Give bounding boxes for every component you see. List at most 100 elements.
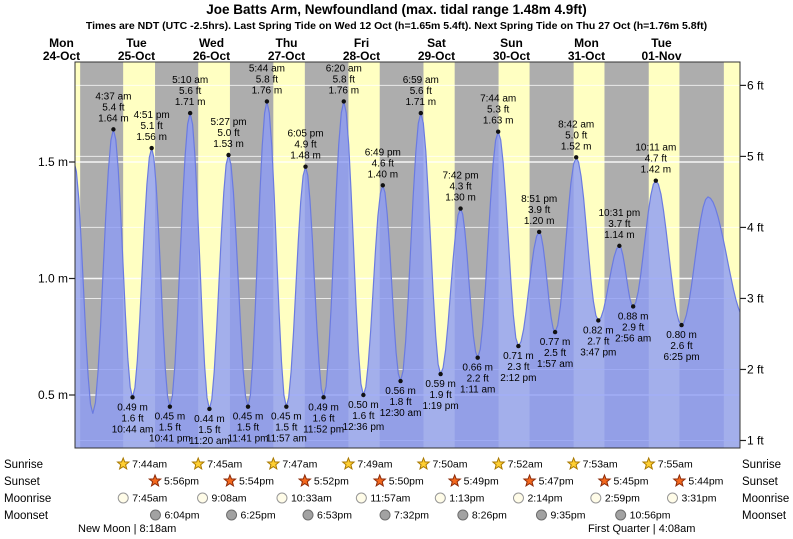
high-tide-height-m: 1.48 m — [290, 151, 321, 162]
sunrise-time: 7:50am — [432, 459, 467, 471]
page-title: Joe Batts Arm, Newfoundland (max. tidal … — [206, 2, 587, 17]
y-axis-label-left: 1.5 m — [38, 155, 68, 169]
moonset-time: 8:26pm — [472, 510, 507, 522]
sunrise-icon — [266, 456, 281, 471]
moonrise-icon — [590, 492, 602, 504]
high-tide-time: 5:27 pm — [210, 117, 246, 128]
high-tide-time: 10:11 am — [635, 143, 676, 154]
sunrise-icon — [191, 456, 206, 471]
high-tide-height-m: 1.63 m — [483, 116, 514, 127]
day-name: Tue — [651, 36, 672, 50]
sunset-time: 5:54pm — [239, 476, 274, 488]
high-tide-height-m: 1.42 m — [641, 165, 672, 176]
low-tide-height-m: 0.45 m — [271, 412, 302, 423]
high-tide-height-ft: 3.9 ft — [528, 205, 550, 216]
day-date: 31-Oct — [568, 49, 605, 63]
day-name: Sat — [427, 36, 446, 50]
low-tide-height-ft: 1.6 ft — [121, 413, 143, 424]
sunset-icon — [297, 473, 312, 488]
moonrise-icon — [197, 492, 209, 504]
high-tide-dot — [536, 229, 542, 235]
moonrise-icon — [434, 492, 446, 504]
day-name: Mon — [49, 36, 74, 50]
high-tide-height-ft: 5.6 ft — [179, 86, 201, 97]
moonset-time: 7:32pm — [394, 510, 429, 522]
high-tide-dot — [111, 127, 116, 132]
day-name: Wed — [199, 36, 224, 50]
chart-subtitle: Times are NDT (UTC -2.5hrs). Last Spring… — [85, 20, 708, 32]
low-tide-time: 3:47 pm — [580, 347, 616, 358]
high-tide-time: 7:42 pm — [442, 171, 478, 182]
y-axis-label-right: 2 ft — [747, 362, 764, 376]
high-tide-height-m: 1.71 m — [175, 97, 206, 108]
sunrise-time: 7:52am — [508, 459, 543, 471]
moonset-icon — [535, 509, 547, 521]
low-tide-dot — [438, 371, 443, 377]
moonrise-icon — [666, 492, 678, 504]
low-tide-height-m: 0.45 m — [233, 412, 264, 423]
low-tide-time: 11:20 am — [189, 436, 230, 447]
high-tide-height-m: 1.20 m — [524, 216, 555, 227]
high-tide-height-ft: 5.1 ft — [141, 121, 163, 132]
low-tide-height-m: 0.66 m — [462, 363, 493, 374]
low-tide-height-m: 0.59 m — [425, 379, 456, 390]
low-tide-time: 10:41 pm — [149, 434, 191, 445]
low-tide-height-ft: 2.2 ft — [467, 374, 489, 385]
high-tide-dot — [149, 145, 154, 151]
sunset-time: 5:56pm — [164, 476, 199, 488]
day-date: 26-Oct — [193, 49, 230, 63]
high-tide-height-ft: 5.4 ft — [102, 102, 124, 113]
moonset-icon — [615, 509, 627, 521]
low-tide-time: 11:52 pm — [303, 424, 344, 435]
y-axis-label-right: 3 ft — [747, 291, 764, 305]
low-tide-time: 1:57 am — [537, 359, 573, 370]
high-tide-dot — [458, 206, 463, 211]
sunset-time: 5:45pm — [613, 476, 648, 488]
y-axis-label-right: 4 ft — [747, 220, 764, 234]
sunset-icon — [447, 473, 462, 488]
high-tide-dot — [187, 110, 193, 116]
high-tide-height-m: 1.76 m — [252, 85, 283, 96]
high-tide-height-m: 1.56 m — [136, 132, 167, 143]
sunset-time: 5:52pm — [314, 476, 349, 488]
high-tide-height-m: 1.64 m — [98, 113, 129, 124]
sunrise-time: 7:49am — [357, 459, 392, 471]
low-tide-dot — [207, 406, 212, 412]
low-tide-dot — [398, 378, 403, 384]
day-name: Mon — [574, 36, 599, 50]
high-tide-height-ft: 4.3 ft — [449, 182, 471, 193]
low-tide-time: 2:12 pm — [500, 373, 536, 384]
sunrise-time: 7:47am — [282, 459, 317, 471]
day-name: Tue — [126, 36, 147, 50]
high-tide-time: 4:51 pm — [134, 110, 170, 121]
high-tide-height-ft: 4.7 ft — [645, 154, 667, 165]
sunrise-icon — [641, 456, 656, 471]
almanac-row-label-left-moonrise: Moonrise — [4, 493, 51, 505]
high-tide-dot — [418, 110, 424, 116]
high-tide-height-ft: 4.6 ft — [372, 158, 394, 169]
almanac-row-label-left-sunrise: Sunrise — [4, 459, 43, 471]
moonset-icon — [379, 509, 391, 521]
y-axis-label-left: 1.0 m — [38, 272, 68, 286]
sunrise-icon — [416, 456, 431, 471]
sunrise-icon — [341, 456, 356, 471]
low-tide-dot — [245, 404, 251, 409]
low-tide-dot — [475, 355, 480, 360]
moonrise-time: 11:57am — [370, 493, 410, 505]
low-tide-height-m: 0.80 m — [666, 330, 697, 341]
sunset-icon — [597, 473, 612, 488]
low-tide-height-m: 0.49 m — [308, 402, 339, 413]
sunset-icon — [522, 473, 537, 488]
low-tide-height-ft: 1.6 ft — [312, 413, 334, 424]
low-tide-dot — [679, 322, 684, 328]
day-date: 25-Oct — [118, 49, 155, 63]
low-tide-dot — [516, 343, 521, 349]
low-tide-dot — [321, 395, 326, 400]
tide-curve-area — [75, 101, 740, 448]
low-tide-time: 1:11 am — [460, 385, 495, 396]
day-name: Fri — [354, 36, 369, 50]
high-tide-time: 6:59 am — [403, 75, 439, 86]
low-tide-height-ft: 1.5 ft — [198, 425, 220, 436]
low-tide-height-m: 0.50 m — [348, 400, 379, 411]
low-tide-time: 2:56 am — [615, 333, 651, 344]
